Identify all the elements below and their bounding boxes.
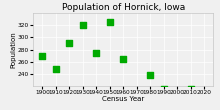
X-axis label: Census Year: Census Year [102,96,144,102]
Point [95,52,98,53]
Y-axis label: Population: Population [10,31,16,68]
Point [189,88,192,90]
Point [202,100,206,102]
Point [41,55,44,56]
Point [54,68,58,70]
Title: Population of Hornick, Iowa: Population of Hornick, Iowa [62,3,185,12]
Point [68,43,71,44]
Point [162,88,165,90]
Point [121,58,125,59]
Point [108,21,112,23]
Point [81,24,84,26]
Point [135,100,138,102]
Point [148,74,152,76]
